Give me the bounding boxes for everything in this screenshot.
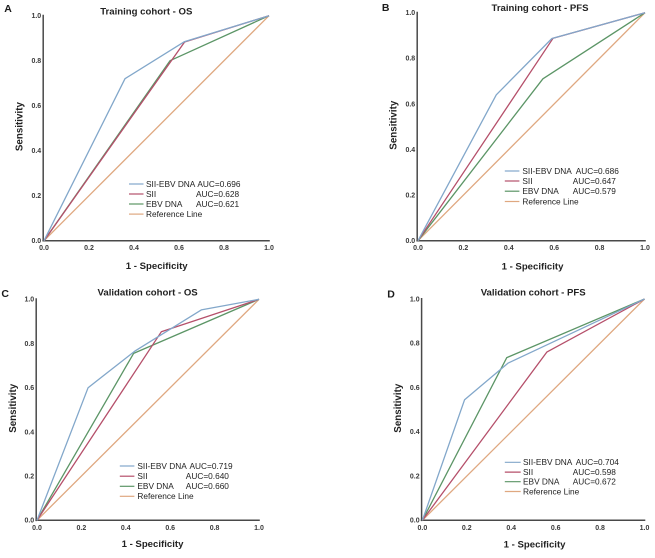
svg-text:0.0: 0.0 — [413, 245, 423, 252]
svg-text:0.6: 0.6 — [24, 385, 34, 392]
svg-text:0.4: 0.4 — [24, 429, 34, 436]
svg-text:EBV DNA: EBV DNA — [137, 481, 174, 491]
svg-text:0.4: 0.4 — [405, 147, 415, 154]
svg-text:0.4: 0.4 — [506, 525, 516, 532]
svg-text:1.0: 1.0 — [31, 13, 41, 20]
svg-text:0.6: 0.6 — [174, 245, 184, 252]
svg-text:AUC=0.640: AUC=0.640 — [186, 471, 230, 481]
svg-text:AUC=0.704: AUC=0.704 — [576, 457, 620, 467]
svg-text:0.6: 0.6 — [551, 525, 561, 532]
svg-text:Sensitivity: Sensitivity — [14, 102, 25, 152]
svg-text:0.4: 0.4 — [504, 245, 514, 252]
svg-text:SII: SII — [137, 471, 147, 481]
svg-text:0.8: 0.8 — [31, 58, 41, 65]
svg-text:1.0: 1.0 — [24, 297, 34, 304]
svg-text:0.8: 0.8 — [410, 341, 420, 348]
svg-text:0.8: 0.8 — [405, 56, 415, 63]
svg-text:1.0: 1.0 — [640, 245, 650, 252]
svg-text:1 - Specificity: 1 - Specificity — [126, 261, 189, 272]
svg-text:1.0: 1.0 — [410, 296, 420, 303]
svg-text:0.0: 0.0 — [39, 245, 49, 252]
svg-text:Reference Line: Reference Line — [522, 196, 579, 206]
svg-text:AUC=0.647: AUC=0.647 — [573, 176, 617, 186]
svg-text:0.2: 0.2 — [24, 474, 34, 481]
svg-text:EBV DNA: EBV DNA — [146, 199, 183, 209]
svg-text:0.8: 0.8 — [595, 525, 605, 532]
svg-text:0.6: 0.6 — [405, 101, 415, 108]
svg-text:0.0: 0.0 — [31, 238, 41, 245]
svg-text:0.2: 0.2 — [459, 245, 469, 252]
svg-text:1 - Specificity: 1 - Specificity — [502, 261, 565, 272]
svg-text:Sensitivity: Sensitivity — [393, 383, 404, 433]
svg-text:SII-EBV DNA: SII-EBV DNA — [137, 461, 187, 471]
svg-text:0.0: 0.0 — [24, 518, 34, 525]
svg-text:SII: SII — [522, 176, 532, 186]
svg-text:0.8: 0.8 — [595, 245, 605, 252]
svg-text:Training cohort - PFS: Training cohort - PFS — [491, 3, 589, 14]
svg-text:Reference Line: Reference Line — [523, 486, 580, 496]
svg-text:AUC=0.579: AUC=0.579 — [573, 186, 617, 196]
svg-text:1.0: 1.0 — [405, 10, 415, 17]
svg-text:SII: SII — [146, 189, 156, 199]
svg-text:AUC=0.598: AUC=0.598 — [573, 467, 617, 477]
svg-text:AUC=0.672: AUC=0.672 — [573, 477, 617, 487]
svg-text:Sensitivity: Sensitivity — [388, 100, 399, 150]
svg-text:SII: SII — [523, 467, 533, 477]
svg-text:A: A — [4, 3, 12, 15]
svg-text:Validation cohort - PFS: Validation cohort - PFS — [481, 288, 587, 299]
svg-text:AUC=0.660: AUC=0.660 — [186, 481, 230, 491]
svg-text:AUC=0.696: AUC=0.696 — [197, 179, 241, 189]
svg-text:EBV DNA: EBV DNA — [522, 186, 559, 196]
svg-text:SII-EBV DNA: SII-EBV DNA — [523, 457, 573, 467]
svg-text:0.8: 0.8 — [219, 245, 229, 252]
svg-text:0.2: 0.2 — [462, 525, 472, 532]
svg-text:Training cohort - OS: Training cohort - OS — [100, 6, 193, 17]
svg-text:0.0: 0.0 — [32, 525, 42, 532]
svg-text:0.0: 0.0 — [405, 238, 415, 245]
svg-text:Reference Line: Reference Line — [146, 209, 203, 219]
svg-text:0.4: 0.4 — [129, 245, 139, 252]
svg-text:C: C — [1, 288, 9, 300]
svg-text:EBV DNA: EBV DNA — [523, 477, 560, 487]
svg-text:0.8: 0.8 — [24, 341, 34, 348]
svg-text:0.0: 0.0 — [410, 518, 420, 525]
svg-text:Reference Line: Reference Line — [137, 491, 194, 501]
svg-text:Validation cohort - OS: Validation cohort - OS — [97, 288, 198, 299]
svg-text:0.4: 0.4 — [121, 525, 131, 532]
svg-text:D: D — [387, 289, 395, 301]
svg-text:B: B — [382, 2, 390, 14]
svg-text:0.2: 0.2 — [31, 193, 41, 200]
svg-text:0.6: 0.6 — [410, 385, 420, 392]
svg-text:1.0: 1.0 — [264, 245, 274, 252]
svg-text:SII-EBV DNA: SII-EBV DNA — [146, 179, 196, 189]
svg-text:0.0: 0.0 — [418, 525, 428, 532]
svg-text:0.6: 0.6 — [31, 103, 41, 110]
svg-text:AUC=0.719: AUC=0.719 — [190, 461, 234, 471]
svg-text:SII-EBV DNA: SII-EBV DNA — [522, 166, 572, 176]
svg-text:0.6: 0.6 — [549, 245, 559, 252]
svg-text:AUC=0.686: AUC=0.686 — [576, 166, 620, 176]
svg-text:0.8: 0.8 — [210, 525, 220, 532]
svg-text:1 - Specificity: 1 - Specificity — [122, 539, 185, 550]
svg-text:0.4: 0.4 — [31, 148, 41, 155]
svg-text:Sensitivity: Sensitivity — [8, 383, 19, 433]
svg-text:AUC=0.628: AUC=0.628 — [196, 189, 240, 199]
svg-text:0.4: 0.4 — [410, 429, 420, 436]
svg-text:1.0: 1.0 — [254, 525, 264, 532]
svg-text:0.2: 0.2 — [405, 193, 415, 200]
svg-text:0.6: 0.6 — [165, 525, 175, 532]
svg-text:1 - Specificity: 1 - Specificity — [504, 540, 567, 551]
svg-text:1.0: 1.0 — [640, 525, 650, 532]
svg-text:0.2: 0.2 — [410, 473, 420, 480]
svg-text:0.2: 0.2 — [77, 525, 87, 532]
svg-text:AUC=0.621: AUC=0.621 — [196, 199, 240, 209]
svg-text:0.2: 0.2 — [84, 245, 94, 252]
